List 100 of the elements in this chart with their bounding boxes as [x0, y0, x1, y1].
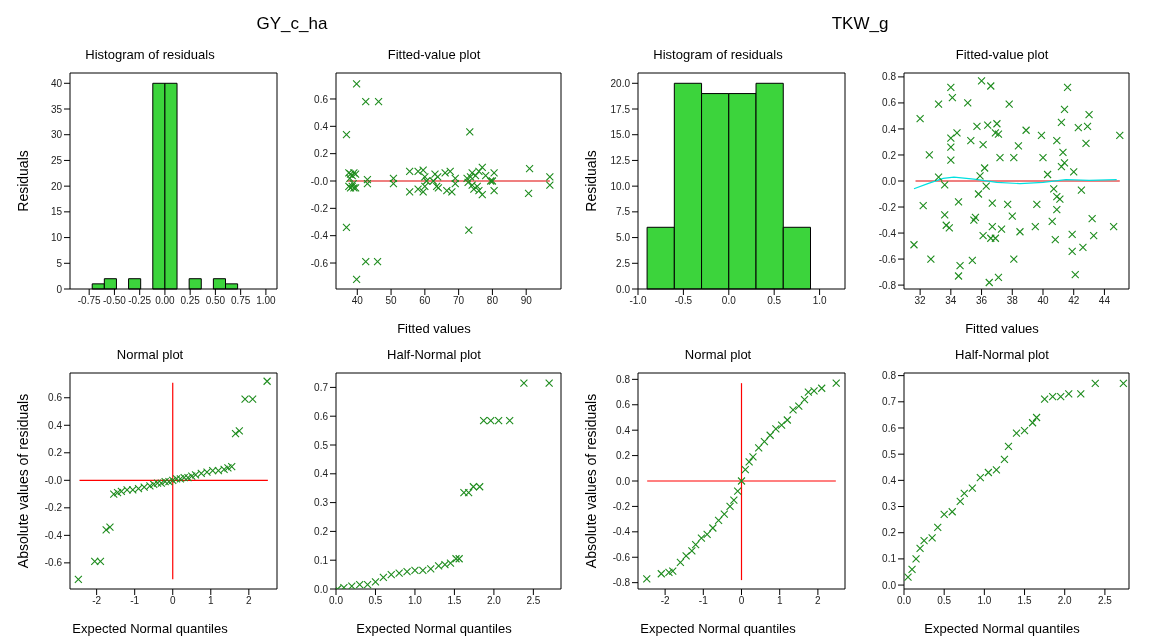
y-tick-label: 0.8 — [882, 370, 897, 382]
y-tick-label: 15 — [50, 206, 63, 218]
x-tick-label: 1.5 — [1017, 595, 1032, 607]
x-tick-label: 0.0 — [897, 595, 912, 607]
x-tick-label: 1.0 — [407, 595, 423, 607]
point — [794, 401, 803, 411]
chart-title: Fitted-value plot — [386, 46, 482, 64]
x-tick-label: 0 — [738, 595, 745, 607]
x-tick-label: 2.5 — [1097, 595, 1113, 607]
y-tick-label: 0.3 — [882, 501, 897, 513]
x-tick-label: 32 — [914, 295, 927, 307]
x-tick-label: 0.25 — [180, 295, 201, 307]
y-tick-label: -0.2 — [310, 202, 329, 214]
x-tick-label: 80 — [486, 295, 499, 307]
y-tick-label: 35 — [50, 103, 63, 115]
point — [682, 551, 691, 561]
y-tick-label: -0.8 — [612, 577, 631, 589]
point — [697, 534, 706, 543]
y-tick-label: -0.4 — [612, 526, 631, 538]
y-tick-label: 0.0 — [314, 583, 329, 595]
y-axis-title: Absolute values of residuals — [14, 393, 31, 569]
x-axis-title: Expected Normal quantiles — [355, 621, 513, 636]
y-tick-label: 2.5 — [616, 257, 631, 269]
y-tick-label: 12.5 — [610, 154, 631, 166]
y-tick-label: 0.0 — [882, 175, 897, 187]
point — [745, 457, 754, 466]
chart-title: Normal plot — [683, 346, 753, 364]
x-tick-label: 1 — [208, 595, 215, 607]
y-tick-label: 5 — [56, 257, 63, 269]
x-tick-label: 1.00 — [256, 295, 277, 307]
y-tick-label: -0.0 — [310, 175, 329, 187]
y-tick-label: 0.4 — [882, 474, 897, 486]
x-tick-label: 60 — [419, 295, 431, 307]
x-tick-label: -2 — [92, 595, 102, 607]
x-tick-label: -1.0 — [629, 295, 648, 307]
chart-title: Normal plot — [115, 346, 185, 364]
y-tick-label: 0.2 — [48, 447, 63, 459]
point — [1119, 379, 1128, 388]
y-tick-label: 0.6 — [882, 97, 897, 109]
point — [1032, 413, 1041, 422]
point — [766, 431, 775, 440]
x-axis-title: Expected Normal quantiles — [923, 621, 1081, 636]
x-tick-label: 0.50 — [205, 295, 226, 307]
point — [720, 509, 729, 519]
x-tick-label: 1.0 — [977, 595, 992, 607]
point — [777, 421, 786, 430]
point — [748, 452, 758, 461]
y-tick-label: -0.6 — [310, 257, 329, 269]
y-tick-label: 15.0 — [610, 129, 631, 141]
y-tick-label: 0.6 — [314, 93, 329, 105]
point — [703, 530, 712, 539]
point — [668, 567, 677, 576]
point — [800, 395, 809, 404]
point — [741, 465, 750, 474]
y-tick-label: 0.4 — [882, 123, 897, 135]
text: TKW_g — [830, 14, 890, 34]
x-tick-label: 50 — [385, 295, 398, 307]
point — [545, 379, 554, 388]
point — [113, 488, 122, 497]
y-tick-label: -0.6 — [878, 253, 897, 265]
point — [754, 443, 763, 453]
point — [783, 415, 792, 425]
y-tick-label: 0.0 — [616, 475, 631, 487]
point — [933, 523, 942, 532]
point — [74, 575, 83, 584]
x-tick-label: 40 — [351, 295, 364, 307]
y-tick-label: -0.2 — [878, 201, 897, 213]
x-tick-label: 1.0 — [812, 295, 827, 307]
y-axis-title: Residuals — [582, 150, 599, 212]
x-tick-label: 2 — [815, 595, 822, 607]
point — [1091, 379, 1100, 388]
y-axis-title: Residuals — [14, 150, 31, 212]
y-tick-label: 0.5 — [882, 448, 897, 460]
point — [102, 525, 111, 534]
y-tick-label: -0.2 — [612, 500, 631, 512]
x-tick-label: -0.25 — [128, 295, 152, 307]
y-tick-label: 25 — [50, 154, 63, 166]
y-tick-label: -0.0 — [44, 474, 63, 486]
point — [771, 424, 780, 433]
y-tick-label: 0.2 — [882, 149, 897, 161]
x-tick-label: 1 — [776, 595, 783, 607]
point — [687, 546, 696, 555]
y-tick-label: 30 — [50, 129, 63, 141]
y-tick-label: 0.4 — [616, 424, 631, 436]
y-tick-label: -0.2 — [44, 502, 63, 514]
y-tick-label: 0.3 — [314, 497, 329, 509]
x-tick-label: 2.0 — [1057, 595, 1073, 607]
y-tick-label: 0.8 — [616, 373, 631, 385]
y-tick-label: 0.2 — [314, 525, 329, 537]
y-tick-label: 7.5 — [616, 206, 631, 218]
x-tick-label: 34 — [945, 295, 957, 307]
y-tick-label: 10.0 — [610, 180, 631, 192]
point — [760, 437, 769, 446]
line-series — [913, 176, 1118, 190]
y-tick-label: 0.6 — [314, 410, 329, 422]
y-tick-label: 0.4 — [314, 468, 329, 480]
y-tick-label: 0.0 — [616, 283, 631, 295]
x-tick-label: 42 — [1068, 295, 1080, 307]
x-tick-label: -2 — [660, 595, 670, 607]
y-tick-label: -0.6 — [44, 557, 63, 569]
